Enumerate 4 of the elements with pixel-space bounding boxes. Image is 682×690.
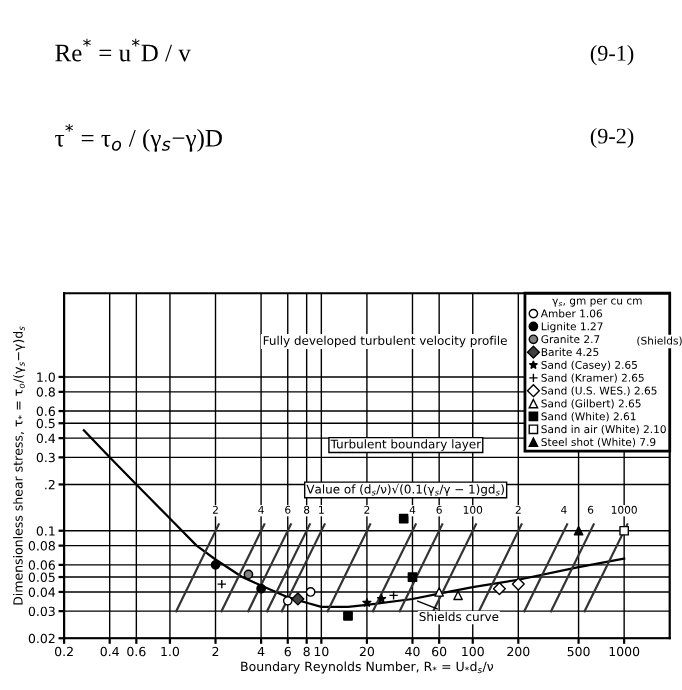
text: Re$^{*}$ = u$^{*}$D / v <box>55 38 191 62</box>
text: (9-1) <box>590 45 634 66</box>
text: (9-2) <box>590 127 634 149</box>
text: τ$^{*}$ = τ$_{o}$ / (γ$_{s}$−γ)D <box>55 123 222 152</box>
